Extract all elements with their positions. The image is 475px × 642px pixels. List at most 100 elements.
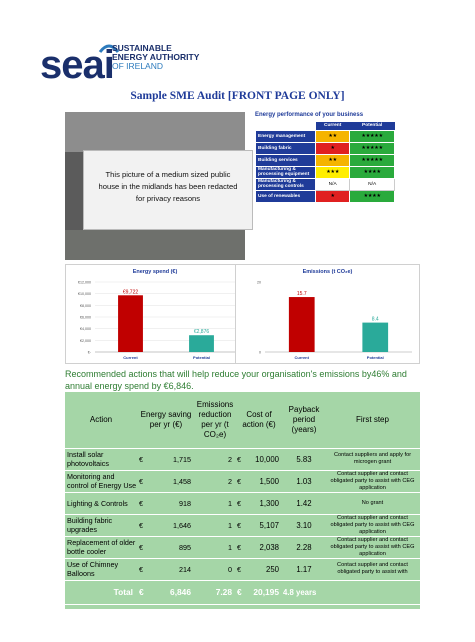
payback-value: 3.10 (283, 514, 325, 537)
cost-value: 2,038 (259, 542, 279, 552)
chart-title: Emissions (t CO₂e) (303, 269, 353, 275)
cost-cell: €1,500 (235, 470, 283, 493)
cost-currency: € (237, 542, 241, 552)
saving-value: 1,458 (147, 470, 195, 493)
performance-potential-rating: ★★★★★ (349, 129, 395, 143)
cost-value: 1,300 (259, 498, 279, 508)
y-tick-label: €4,000 (80, 327, 91, 331)
bar (189, 335, 214, 352)
performance-row-label: Building services (255, 153, 316, 167)
y-tick-label: €6,000 (80, 316, 91, 320)
saving-value: 214 (147, 558, 195, 581)
action-name: Replacement of older bottle cooler (65, 536, 137, 559)
emissions-chart: Emissions (t CO₂e) 0 20 15.7 Current 8.4 Poten… (235, 264, 420, 364)
cost-value: 250 (265, 564, 279, 574)
emissions-value: 1 (195, 514, 235, 537)
category-label: Potential (367, 355, 384, 360)
total-currency: € (137, 580, 147, 605)
cost-cell: €5,107 (235, 514, 283, 537)
performance-row-label: Manufacturing & processing equipment (255, 165, 316, 179)
table-row: Building fabric upgrades €1,646 1 €5,107 3.1… (65, 514, 420, 537)
bar (118, 295, 143, 352)
table-row: Lighting & Controls €918 1 €1,300 1.42 No gra… (65, 492, 420, 515)
performance-table: Current Potential Energy management ★★ ★★★… (255, 122, 395, 203)
first-step: Contact supplier and contact obligated p… (325, 514, 420, 537)
category-label: Current (295, 355, 310, 360)
chart-frame (65, 264, 245, 364)
cost-value: 10,000 (255, 454, 279, 464)
performance-col-current: Current (315, 122, 350, 130)
header-cost: Cost of action (€) (235, 392, 283, 449)
performance-row-label: Manufacturing & processing controls (255, 177, 316, 191)
data-label: €9,722 (123, 289, 139, 295)
header-first-step: First step (325, 392, 420, 449)
data-label: 15.7 (297, 291, 307, 297)
emissions-value: 2 (195, 448, 235, 471)
saving-currency: € (137, 558, 147, 581)
saving-currency: € (137, 514, 147, 537)
recommendation-text: Recommended actions that will help reduc… (65, 369, 407, 391)
saving-value: 1,646 (147, 514, 195, 537)
y-tick-label: €- (88, 351, 92, 355)
performance-current-rating: ★ (314, 189, 351, 203)
performance-row: Manufacturing & processing controls N/A N/… (255, 177, 395, 191)
performance-current-rating: N/A (314, 177, 351, 191)
action-name: Use of Chimney Balloons (65, 558, 137, 581)
page-title: Sample SME Audit [FRONT PAGE ONLY] (130, 90, 345, 102)
logo-text: SUSTAINABLE ENERGY AUTHORITY OF IRELAND (112, 43, 200, 71)
data-label: €2,876 (194, 329, 210, 335)
data-label: 8.4 (372, 317, 379, 323)
y-tick-label: €12,000 (78, 281, 91, 285)
action-name: Monitoring and control of Energy Use (65, 470, 137, 493)
header-saving: Energy saving per yr (€) (137, 392, 195, 449)
payback-value: 1.17 (283, 558, 325, 581)
performance-row-label: Building fabric (255, 141, 316, 155)
y-tick-label: 0 (259, 351, 261, 355)
emissions-value: 1 (195, 536, 235, 559)
cost-value: 1,500 (259, 476, 279, 486)
total-cost-currency: € (237, 587, 242, 597)
header-action: Action (65, 392, 137, 449)
bar (288, 297, 315, 352)
y-tick-label: €10,000 (78, 292, 91, 296)
table-row: Use of Chimney Balloons €214 0 €250 1.17 Cont… (65, 558, 420, 581)
chart-frame (235, 264, 420, 364)
actions-table: Action Energy saving per yr (€) Emission… (65, 392, 420, 605)
chart-title: Energy spend (€) (133, 269, 178, 275)
performance-row: Manufacturing & processing equipment ★★★ ★… (255, 165, 395, 179)
y-tick-label: €8,000 (80, 304, 91, 308)
performance-potential-rating: ★★★★★ (349, 141, 395, 155)
action-name: Building fabric upgrades (65, 514, 137, 537)
performance-row: Use of renewables ★ ★★★★ (255, 189, 395, 203)
performance-potential-rating: ★★★★ (349, 165, 395, 179)
performance-title: Energy performance of your business (255, 112, 364, 118)
saving-currency: € (137, 470, 147, 493)
performance-potential-rating: ★★★★ (349, 189, 395, 203)
redaction-notice: This picture of a medium sized public ho… (83, 150, 253, 230)
performance-row: Building fabric ★ ★★★★★ (255, 141, 395, 155)
cost-cell: €2,038 (235, 536, 283, 559)
saving-currency: € (137, 536, 147, 559)
total-first-step-empty (325, 580, 420, 605)
payback-value: 5.83 (283, 448, 325, 471)
energy-spend-svg: Energy spend (€) €- €2,000 €4,000 €6,000 €8,0… (65, 264, 245, 364)
total-emissions: 7.28 (195, 580, 235, 605)
emissions-value: 1 (195, 492, 235, 515)
saving-currency: € (137, 492, 147, 515)
cost-currency: € (237, 520, 241, 530)
total-cost: 20,195 (253, 587, 279, 597)
cost-cell: €250 (235, 558, 283, 581)
header-payback: Payback period (years) (283, 392, 325, 449)
total-payback: 4.8 years (283, 580, 325, 605)
cost-currency: € (237, 454, 241, 464)
redacted-photo: This picture of a medium sized public ho… (65, 112, 253, 260)
energy-performance-panel: Energy performance of your business Curr… (255, 112, 405, 255)
total-saving: 6,846 (147, 580, 195, 605)
total-row: Total € 6,846 7.28 € 20,195 4.8 years (65, 580, 420, 605)
table-row: Install solar photovoltaics €1,715 2 €10,00… (65, 448, 420, 471)
logo-wordmark: seai (40, 43, 115, 87)
emissions-value: 2 (195, 470, 235, 493)
performance-potential-rating: N/A (349, 177, 395, 191)
total-cost-cell: € 20,195 (235, 580, 283, 605)
performance-current-rating: ★★ (314, 129, 351, 143)
